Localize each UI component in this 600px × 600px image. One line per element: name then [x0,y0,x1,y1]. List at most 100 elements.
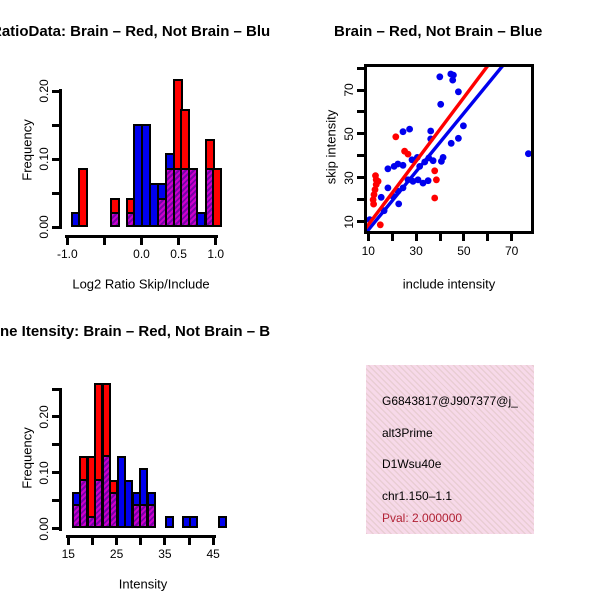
hist-bar-overlap [175,167,181,225]
y-tick-mark [52,527,59,530]
x-tick-mark [462,234,466,241]
y-tick-label: 10 [342,215,356,229]
hist-bar-overlap [159,197,165,225]
y-tick-mark [52,415,59,419]
hist-bar-overlap [81,479,86,527]
y-tick-mark [357,198,364,202]
x-tick-label: 0.5 [170,247,187,261]
fit-line-brain [367,67,489,230]
hist-bar [189,516,198,529]
y-tick-mark [52,471,59,475]
hist-bar [141,123,151,227]
scatter-point-notbrain [394,160,402,168]
scatter-point-brain [431,167,439,175]
scatter-point-notbrain [525,150,531,158]
hist-bar-overlap [104,455,109,527]
scatter-title: Brain – Red, Not Brain – Blue [334,23,543,40]
y-tick-mark [357,154,364,158]
scatter-point-brain [392,133,400,141]
x-tick-label: 15 [61,547,75,561]
y-tick-mark [357,110,364,114]
ratio-y-axis-line [59,89,62,229]
hist-bar-overlap [182,167,188,225]
y-tick-mark [52,499,59,503]
y-tick-mark [52,157,59,161]
y-tick-label: 30 [342,171,356,185]
y-tick-label: 50 [342,127,356,141]
gene-x-axis-label: Intensity [118,576,168,592]
x-tick-mark [214,238,218,245]
scatter-point-notbrain [455,88,462,96]
x-tick-label: 30 [409,244,423,258]
hist-bar [78,167,88,227]
hist-bar-overlap [112,211,118,225]
x-tick-mark [139,538,143,545]
x-tick-mark [438,234,442,241]
hist-bar-overlap [74,504,79,527]
y-tick-mark [357,66,364,70]
scatter-point-notbrain [395,200,403,208]
gene-histogram-title: ne Itensity: Brain – Red, Not Brain – B [0,323,271,340]
scatter-point-notbrain [384,184,392,192]
y-tick-mark [52,387,59,391]
x-tick-mark [102,238,106,245]
scatter-point-notbrain [437,100,445,108]
scatter-point-notbrain [460,122,467,130]
scatter-point-notbrain [424,177,432,185]
scatter-point-brain [404,150,412,158]
scatter-point-notbrain [414,176,422,184]
y-tick-label: 0.10 [37,461,51,485]
y-tick-mark [52,123,59,127]
x-tick-mark [163,538,167,545]
scatter-plot [367,67,531,231]
scatter-x-axis-label: include intensity [402,276,496,292]
scatter-plot-box [364,64,534,234]
x-tick-label: 10 [361,244,375,258]
x-tick-mark [90,538,94,545]
hist-bar-overlap [111,492,116,527]
scatter-point-notbrain [439,154,447,161]
x-tick-mark [510,234,514,241]
gene-y-axis-label: Frequency [19,427,35,489]
y-tick-label: 0.00 [37,215,51,239]
y-tick-label: 0.20 [37,79,51,103]
x-tick-mark [187,538,191,545]
hist-bar [212,167,222,227]
y-tick-label: 0.10 [37,147,51,171]
hist-bar [165,516,174,529]
scatter-point-notbrain [447,139,455,147]
x-tick-mark [486,234,490,241]
hist-bar-overlap [89,516,94,527]
info-chromosome-location: chr1.150–1.1 [382,489,453,503]
y-tick-mark [357,176,364,180]
x-tick-mark [140,238,143,245]
x-tick-mark [177,238,181,245]
x-tick-label: 1.0 [207,247,225,261]
scatter-point-notbrain [450,71,457,79]
scatter-point-notbrain [436,73,444,81]
info-gene-id: G6843817@J907377@j_ [382,394,518,408]
hist-bar-overlap [190,167,196,225]
y-tick-label: 0.00 [37,516,51,541]
y-tick-mark [52,191,59,195]
ratio-histogram-title: RatioData: Brain – Red, Not Brain – Blu [0,23,271,40]
hist-bar [218,516,227,529]
x-tick-mark [66,538,70,545]
y-tick-mark [52,89,59,93]
scatter-point-brain [369,196,377,204]
x-tick-label: -1.0 [56,247,78,261]
x-tick-mark [65,238,69,245]
scatter-point-notbrain [399,161,407,169]
x-tick-label: 0.0 [133,247,150,261]
gene-info-box: G6843817@J907377@j_ alt3Prime D1Wsu40e c… [366,365,534,534]
scatter-point-brain [372,172,379,179]
hist-bar-overlap [149,504,154,527]
scatter-point-notbrain [429,157,437,165]
hist-bar [147,492,156,529]
scatter-point-notbrain [384,165,392,173]
hist-bar-overlap [167,167,173,225]
info-gene-name: D1Wsu40e [382,457,442,471]
scatter-point-notbrain [455,134,462,142]
hist-bar-overlap [96,479,101,527]
